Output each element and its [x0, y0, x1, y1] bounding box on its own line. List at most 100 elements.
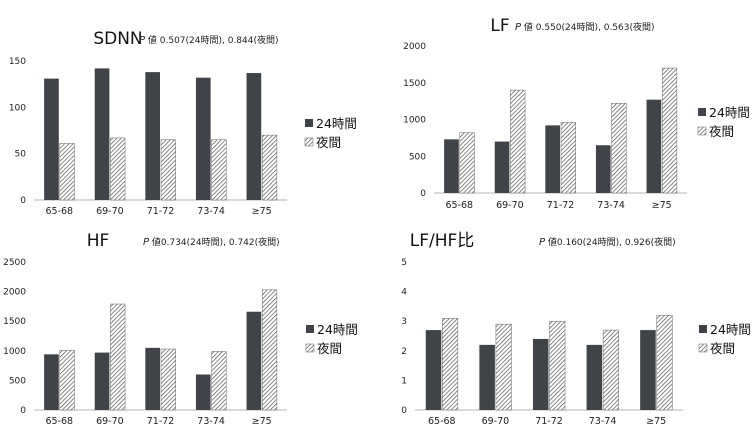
bar-night	[261, 289, 278, 411]
bar-24h	[195, 374, 211, 410]
chart-title: HF	[87, 231, 110, 251]
bar-night	[59, 349, 75, 411]
x-category-label: 71-72	[147, 206, 175, 217]
y-tick-label: 50	[15, 150, 27, 160]
y-tick-label: 100	[9, 103, 26, 113]
bar-night	[661, 67, 678, 194]
bar-night	[261, 134, 278, 201]
bar-night	[549, 320, 566, 411]
chart-svg-lf: LF P 値 0.550(24時間), 0.563(夜間) 0 500 1000 1500…	[403, 16, 750, 211]
chart-panel-hf: HF P 値0.734(24時間), 0.742(夜間) 0 500 1000 1500 2…	[0, 213, 376, 427]
legend-swatch-night	[697, 126, 707, 136]
x-category-label: ≥75	[652, 200, 672, 211]
bar-night	[611, 103, 627, 194]
bar-24h	[44, 78, 59, 200]
bar-24h	[94, 68, 110, 200]
x-category-label: 73-74	[197, 416, 225, 427]
y-tick-label: 3	[401, 317, 407, 327]
y-tick-label: 1	[401, 376, 407, 386]
legend-swatch-24h	[306, 325, 314, 333]
bar-24h	[444, 139, 459, 193]
bar-24h	[44, 354, 59, 410]
bar-night	[560, 122, 576, 194]
y-tick-label: 5	[401, 258, 407, 268]
x-category-label: 65-68	[428, 416, 456, 427]
bar-night	[160, 139, 176, 201]
x-category-label: 65-68	[445, 200, 473, 211]
bar-24h	[595, 145, 611, 193]
x-category-label: ≥75	[252, 416, 272, 427]
y-tick-label: 500	[9, 376, 26, 386]
legend-label-night: 夜間	[710, 341, 735, 356]
chart-title: LF/HF比	[410, 231, 475, 251]
bar-24h	[145, 72, 160, 200]
legend-label-24h: 24時間	[710, 322, 751, 337]
y-tick-label: 0	[420, 189, 426, 199]
bar-night	[602, 329, 619, 411]
y-tick-label: 500	[409, 152, 426, 162]
y-tick-label: 150	[9, 57, 26, 67]
y-tick-label: 4	[401, 288, 407, 298]
bar-24h	[246, 311, 262, 410]
x-category-label: 69-70	[96, 206, 124, 217]
legend-swatch-24h	[305, 119, 313, 127]
x-category-label: 65-68	[45, 206, 73, 217]
x-category-label: 69-70	[496, 200, 524, 211]
legend-swatch-24h	[698, 108, 706, 116]
chart-subtitle: P 値 0.507(24時間), 0.844(夜間)	[139, 34, 279, 46]
y-tick-label: 0	[401, 406, 407, 416]
bar-24h	[586, 344, 603, 410]
bar-night	[110, 137, 126, 201]
y-tick-label: 2000	[3, 288, 26, 298]
bar-night	[459, 132, 475, 194]
chart-subtitle: P 値0.734(24時間), 0.742(夜間)	[143, 236, 280, 248]
chart-subtitle: P 値 0.550(24時間), 0.563(夜間)	[515, 21, 655, 33]
y-tick-label: 2	[401, 347, 407, 357]
chart-svg-lfhf: LF/HF比 P 値0.160(24時間), 0.926(夜間) 0 1 2 3 4 5 65-…	[401, 231, 751, 427]
y-tick-label: 1000	[403, 116, 426, 126]
bar-24h	[145, 347, 160, 410]
legend-label-night: 夜間	[709, 124, 734, 139]
bar-24h	[94, 352, 110, 410]
y-tick-label: 1000	[3, 347, 26, 357]
x-category-label: 71-72	[547, 200, 575, 211]
x-category-label: 69-70	[482, 416, 510, 427]
bar-24h	[425, 330, 442, 410]
bar-night	[160, 348, 176, 411]
legend-label-night: 夜間	[317, 341, 342, 356]
x-category-label: ≥75	[646, 416, 666, 427]
chart-title: SDNN	[93, 29, 142, 49]
bar-24h	[479, 344, 495, 410]
legend-swatch-24h	[699, 325, 707, 333]
bar-24h	[646, 99, 662, 193]
x-category-label: 65-68	[45, 416, 73, 427]
legend-label-night: 夜間	[316, 135, 341, 150]
y-tick-label: 2500	[3, 258, 26, 268]
bar-night	[59, 143, 75, 201]
bar-night	[442, 317, 459, 411]
legend-label-24h: 24時間	[709, 105, 750, 120]
bar-24h	[195, 77, 211, 200]
y-tick-label: 0	[20, 406, 26, 416]
legend-label-24h: 24時間	[317, 322, 358, 337]
x-category-label: ≥75	[252, 206, 272, 217]
chart-panel-sdnn: SDNN P 値 0.507(24時間), 0.844(夜間) 0 50 100 150 6…	[0, 0, 376, 217]
y-tick-label: 1500	[3, 317, 26, 327]
legend-swatch-night	[304, 137, 314, 147]
bar-24h	[246, 73, 262, 200]
legend-label-24h: 24時間	[316, 116, 357, 131]
bar-night	[211, 139, 227, 201]
legend-swatch-night	[305, 343, 315, 353]
chart-svg-hf: HF P 値0.734(24時間), 0.742(夜間) 0 500 1000 1500 2…	[3, 231, 358, 427]
chart-panel-lf: LF P 値 0.550(24時間), 0.563(夜間) 0 500 1000 1500…	[376, 0, 752, 213]
bar-night	[211, 351, 227, 411]
bar-24h	[640, 330, 656, 410]
x-category-label: 73-74	[589, 416, 617, 427]
bar-night	[656, 315, 673, 411]
chart-title: LF	[490, 16, 509, 36]
x-category-label: 71-72	[147, 416, 175, 427]
bar-24h	[494, 141, 510, 193]
bar-24h	[545, 125, 560, 193]
bar-night	[110, 303, 126, 411]
